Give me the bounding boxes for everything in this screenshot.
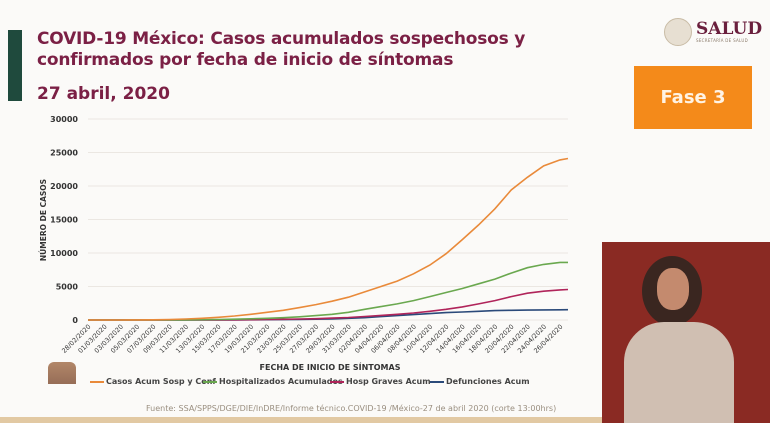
- series-line-casos-acum-sosp-y-conf: [88, 157, 569, 321]
- title-line-1: COVID-19 México: Casos acumulados sospec…: [37, 29, 526, 49]
- legend-label: Hospitalizados Acumulados: [219, 377, 343, 386]
- logo-name: SALUD: [696, 19, 763, 39]
- y-tick-label: 20000: [50, 182, 78, 191]
- crowd-illustration: [48, 362, 76, 384]
- x-axis-title: FECHA DE INICIO DE SÍNTOMAS: [260, 361, 401, 372]
- sign-language-interpreter-video: [602, 242, 770, 423]
- y-tick-label: 15000: [50, 216, 78, 225]
- legend-swatch: [203, 380, 217, 383]
- legend-item: Defunciones Acum: [430, 377, 530, 386]
- y-tick-label: 25000: [50, 149, 78, 158]
- y-tick-label: 10000: [50, 249, 78, 258]
- legend-swatch: [330, 380, 344, 383]
- y-tick-label: 5000: [56, 283, 79, 292]
- phase-badge: Fase 3: [634, 66, 752, 129]
- accent-bar: [8, 30, 22, 101]
- title-line-2: confirmados por fecha de inicio de sínto…: [37, 50, 454, 70]
- legend-swatch: [430, 380, 444, 383]
- interpreter-face: [657, 268, 689, 310]
- legend-item: Casos Acum Sosp y Conf: [90, 377, 216, 386]
- y-tick-label: 30000: [50, 115, 78, 124]
- y-tick-label: 0: [72, 316, 78, 325]
- seal-icon: [664, 18, 692, 46]
- salud-logo: SALUD SECRETARÍA DE SALUD: [664, 18, 762, 46]
- page-title: COVID-19 México: Casos acumulados sospec…: [37, 29, 525, 71]
- legend-item: Hospitalizados Acumulados: [203, 377, 343, 386]
- footer-strip: [0, 417, 602, 423]
- source-note: Fuente: SSA/SPPS/DGE/DIE/InDRE/Informe t…: [146, 404, 557, 413]
- legend-label: Casos Acum Sosp y Conf: [106, 377, 216, 386]
- chart: 05000100001500020000250003000028/02/2020…: [39, 115, 569, 372]
- legend-label: Defunciones Acum: [446, 377, 530, 386]
- legend-item: Hosp Graves Acum: [330, 377, 431, 386]
- legend-label: Hosp Graves Acum: [346, 377, 431, 386]
- y-axis-title: NÚMERO DE CASOS: [39, 179, 48, 261]
- logo-subtitle: SECRETARÍA DE SALUD: [696, 38, 748, 43]
- report-date: 27 abril, 2020: [37, 84, 170, 104]
- legend-swatch: [90, 380, 104, 383]
- interpreter-body: [624, 322, 734, 423]
